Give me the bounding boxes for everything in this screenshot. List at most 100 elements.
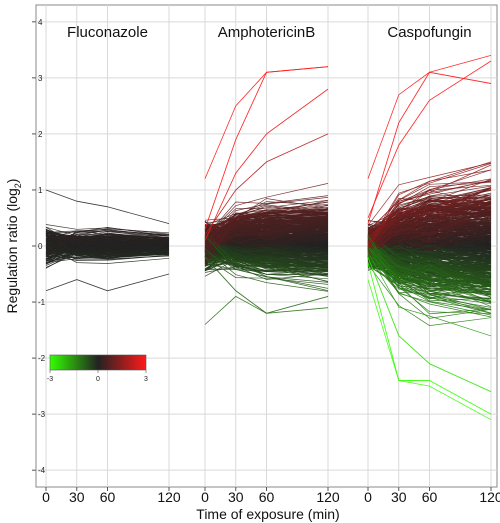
series-line	[367, 206, 492, 258]
series-line	[367, 207, 492, 251]
y-tick-label: -4	[38, 466, 46, 475]
y-tick-label: 4	[38, 18, 43, 27]
series-line	[204, 199, 329, 235]
x-tick-label: 0	[364, 489, 372, 505]
series-line	[45, 228, 170, 234]
panel-title: Caspofungin	[387, 24, 471, 41]
series-line	[367, 162, 492, 226]
color-scale-legend: -3 0 3	[47, 354, 148, 383]
series-line	[367, 246, 492, 316]
envelope-max-line	[45, 189, 170, 224]
series-line	[45, 233, 170, 256]
envelope-max-line	[367, 55, 492, 179]
color-scale-mid-label: 0	[96, 376, 100, 383]
series-line	[367, 264, 492, 326]
x-axis-ticks: 0 30 60 120 0 30 60 120 0 30 60 120	[42, 487, 500, 505]
series-line	[367, 161, 492, 233]
envelope-min-line	[204, 295, 329, 325]
series-line	[204, 201, 329, 228]
y-tick-label: 0	[38, 242, 43, 251]
series-line	[367, 255, 492, 310]
y-axis-label: Regulation ratio (log2)	[4, 179, 23, 314]
series-line	[367, 198, 492, 262]
series-line	[367, 255, 492, 315]
series-line	[204, 248, 329, 292]
series-line	[367, 259, 492, 289]
series-line	[367, 169, 492, 244]
envelope-min-line	[45, 273, 170, 292]
x-tick-label: 30	[391, 489, 407, 505]
series-line	[367, 251, 492, 290]
envelope-min-line	[367, 279, 492, 421]
color-scale-min-label: -3	[47, 376, 53, 383]
series-line	[204, 262, 329, 280]
series-line	[45, 230, 170, 249]
series-line	[367, 257, 492, 318]
y-tick-label: -1	[38, 298, 46, 307]
series-line	[45, 227, 170, 249]
series-line	[45, 234, 170, 241]
color-scale-bar	[49, 354, 147, 371]
x-tick-label: 120	[479, 489, 500, 505]
x-tick-label: 120	[316, 489, 340, 505]
example-series-line	[204, 256, 329, 314]
series-line	[204, 183, 329, 238]
series-line	[367, 198, 492, 245]
color-scale-max-label: 3	[144, 376, 148, 383]
x-axis-label: Time of exposure (min)	[196, 506, 339, 522]
series-line	[367, 201, 492, 255]
series-line	[367, 249, 492, 319]
example-series-line	[204, 88, 329, 241]
series-line	[367, 245, 492, 282]
series-line	[367, 207, 492, 252]
series-line	[367, 187, 492, 253]
panel-title: Fluconazole	[67, 24, 148, 41]
y-tick-label: -2	[38, 354, 46, 363]
series-line	[367, 235, 492, 283]
series-line	[45, 237, 170, 253]
series-line	[204, 254, 329, 272]
series-line	[45, 245, 170, 264]
y-axis-label-subscript: 2	[13, 183, 23, 188]
series-line	[367, 178, 492, 237]
x-tick-label: 0	[42, 489, 50, 505]
series-line	[204, 235, 329, 283]
series-line	[45, 255, 170, 260]
series-line	[367, 163, 492, 245]
example-series-line	[367, 262, 492, 415]
x-tick-label: 30	[228, 489, 244, 505]
series-line	[45, 246, 170, 256]
x-tick-label: 60	[422, 489, 438, 505]
series-line	[204, 256, 329, 270]
series-line	[204, 199, 329, 239]
series-line	[204, 214, 329, 252]
y-axis-ticks: 4 3 2 1 0 -1 -2 -3 -4	[32, 18, 46, 475]
series-line	[367, 246, 492, 314]
series-line	[367, 187, 492, 242]
series-line	[204, 243, 329, 277]
series-line	[367, 245, 492, 301]
example-series-line	[204, 133, 329, 236]
panel-titles: Fluconazole AmphotericinB Caspofungin	[67, 24, 472, 41]
series-line	[367, 203, 492, 250]
y-tick-label: 2	[38, 130, 43, 139]
y-axis-label-text: Regulation ratio (log	[4, 188, 20, 313]
series-line	[204, 258, 329, 289]
y-tick-label: -3	[38, 410, 46, 419]
y-tick-label: 3	[38, 74, 43, 83]
example-series-line	[367, 257, 492, 393]
x-tick-label: 60	[100, 489, 116, 505]
series-line	[204, 259, 329, 273]
series-line	[204, 253, 329, 270]
example-series-line	[367, 71, 492, 224]
series-line	[367, 200, 492, 254]
series-line	[367, 187, 492, 253]
series-line	[204, 256, 329, 285]
series-line	[204, 208, 329, 249]
series-line	[204, 235, 329, 291]
example-series-line	[367, 60, 492, 219]
x-tick-label: 60	[259, 489, 275, 505]
series-line	[367, 184, 492, 242]
